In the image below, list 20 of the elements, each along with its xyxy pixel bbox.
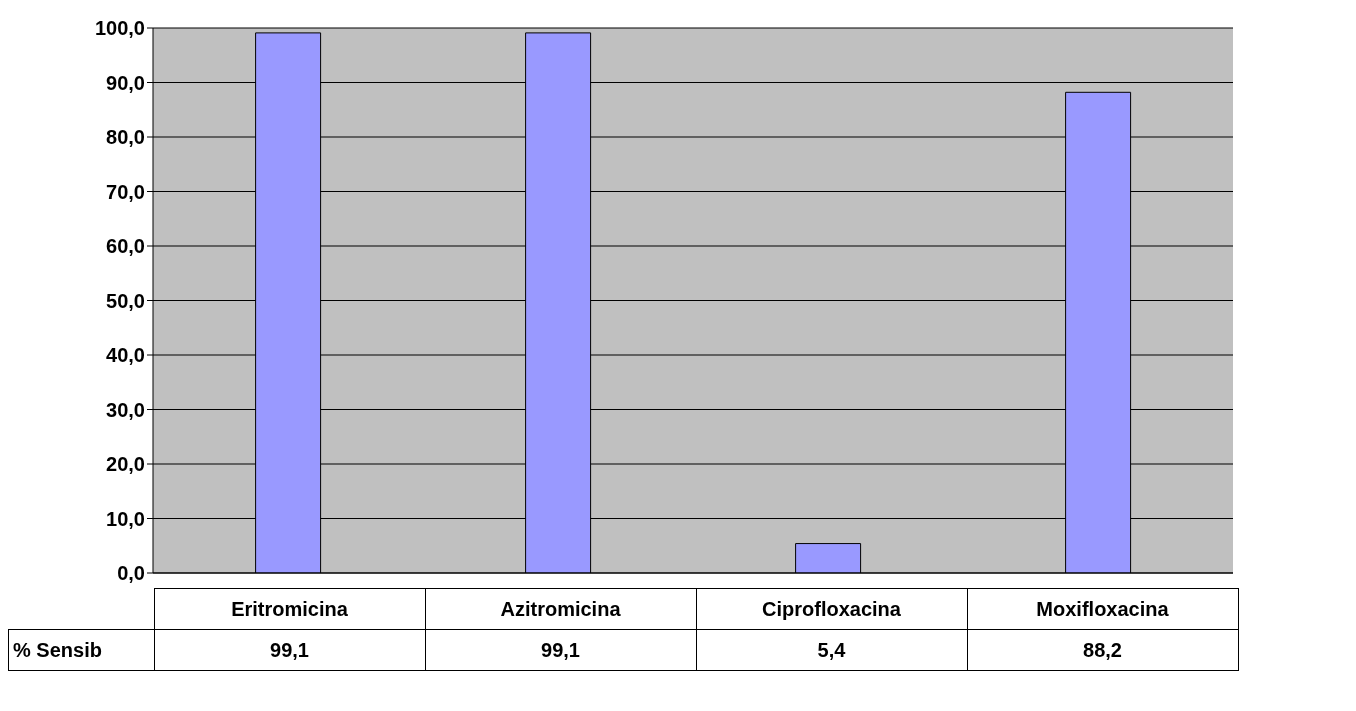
y-tick-label: 30,0 (106, 398, 145, 421)
text: % Sensib (8, 629, 154, 671)
data-label: 5,4 (696, 629, 967, 671)
x-tick-label: Moxifloxacina (967, 588, 1238, 630)
y-tick-label: 40,0 (106, 344, 145, 367)
data-label: 99,1 (425, 629, 696, 671)
y-tick-label: 50,0 (106, 289, 145, 312)
data-label: 88,2 (967, 629, 1238, 671)
y-tick-label: 10,0 (106, 507, 145, 530)
x-tick-label: Azitromicina (425, 588, 696, 630)
y-tick-label: 90,0 (106, 71, 145, 94)
x-tick-label: Ciprofloxacina (696, 588, 967, 630)
y-tick-label: 100,0 (94, 17, 145, 40)
x-tick-label: Eritromicina (154, 588, 425, 630)
y-tick-label: 0,0 (117, 562, 145, 585)
y-tick-label: 80,0 (106, 126, 145, 149)
data-label: 99,1 (154, 629, 425, 671)
y-tick-label: 60,0 (106, 235, 145, 258)
y-tick-label: 70,0 (106, 180, 145, 203)
y-tick-label: 20,0 (106, 453, 145, 476)
